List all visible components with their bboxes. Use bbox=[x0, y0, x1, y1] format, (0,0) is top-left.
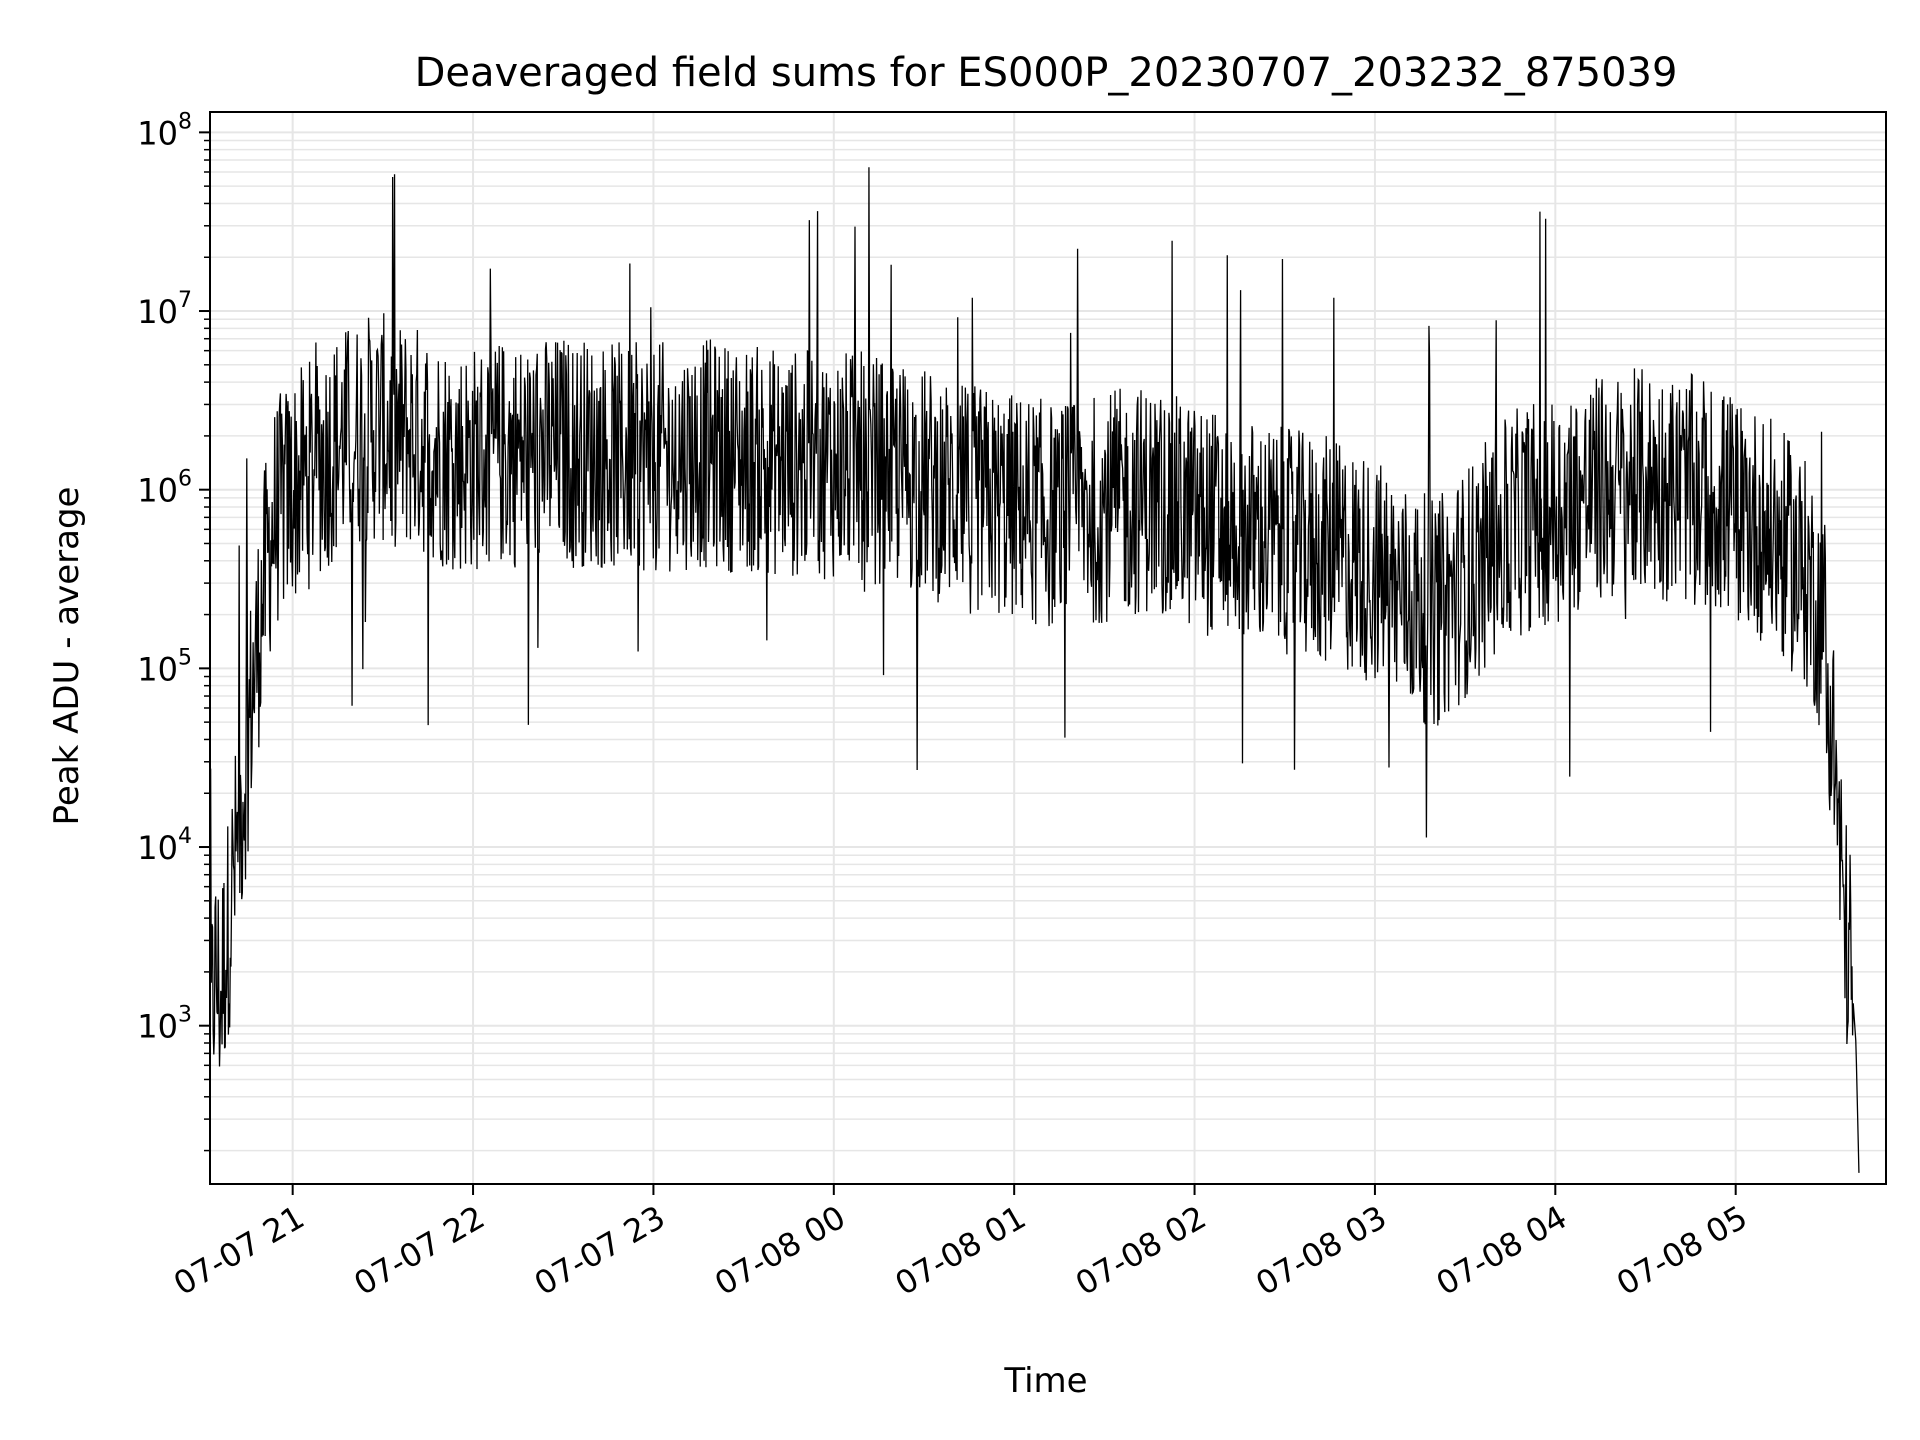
y-tick-label: 106 bbox=[137, 467, 192, 510]
x-tick-label: 07-07 21 bbox=[167, 1198, 311, 1303]
y-tick-exponent: 7 bbox=[178, 288, 192, 313]
y-tick-exponent: 6 bbox=[178, 467, 192, 492]
y-tick-exponent: 8 bbox=[178, 109, 192, 134]
series-layer bbox=[209, 167, 1860, 1173]
y-tick-exponent: 3 bbox=[178, 1003, 192, 1028]
x-axis-label: Time bbox=[1003, 1361, 1087, 1401]
x-tick-label: 07-08 05 bbox=[1610, 1198, 1754, 1303]
x-tick-label: 07-08 02 bbox=[1069, 1198, 1213, 1303]
ticks: 103 104 105 106 107 108 07-07 21 07-07 22 07-07 … bbox=[137, 109, 1753, 1303]
grid bbox=[210, 112, 1886, 1184]
y-tick-label: 107 bbox=[137, 288, 192, 331]
plot-frame bbox=[209, 111, 1887, 1185]
x-tick-label: 07-08 04 bbox=[1430, 1198, 1574, 1303]
y-tick-label: 103 bbox=[137, 1003, 192, 1046]
series-line bbox=[209, 167, 1860, 1173]
x-tick-label: 07-07 22 bbox=[347, 1198, 491, 1303]
y-tick-exponent: 4 bbox=[178, 824, 192, 849]
y-tick-label: 104 bbox=[137, 824, 192, 867]
x-tick-label: 07-08 03 bbox=[1249, 1198, 1393, 1303]
x-tick-label: 07-07 23 bbox=[528, 1198, 672, 1303]
y-axis-label: Peak ADU - average bbox=[47, 487, 87, 826]
x-tick-label: 07-08 00 bbox=[708, 1198, 852, 1303]
x-tick-label: 07-08 01 bbox=[889, 1198, 1033, 1303]
y-tick-exponent: 5 bbox=[178, 645, 192, 670]
y-tick-label: 108 bbox=[137, 109, 192, 152]
y-tick-label: 105 bbox=[137, 645, 192, 688]
chart-title: Deaveraged field sums for ES000P_2023070… bbox=[415, 50, 1678, 96]
